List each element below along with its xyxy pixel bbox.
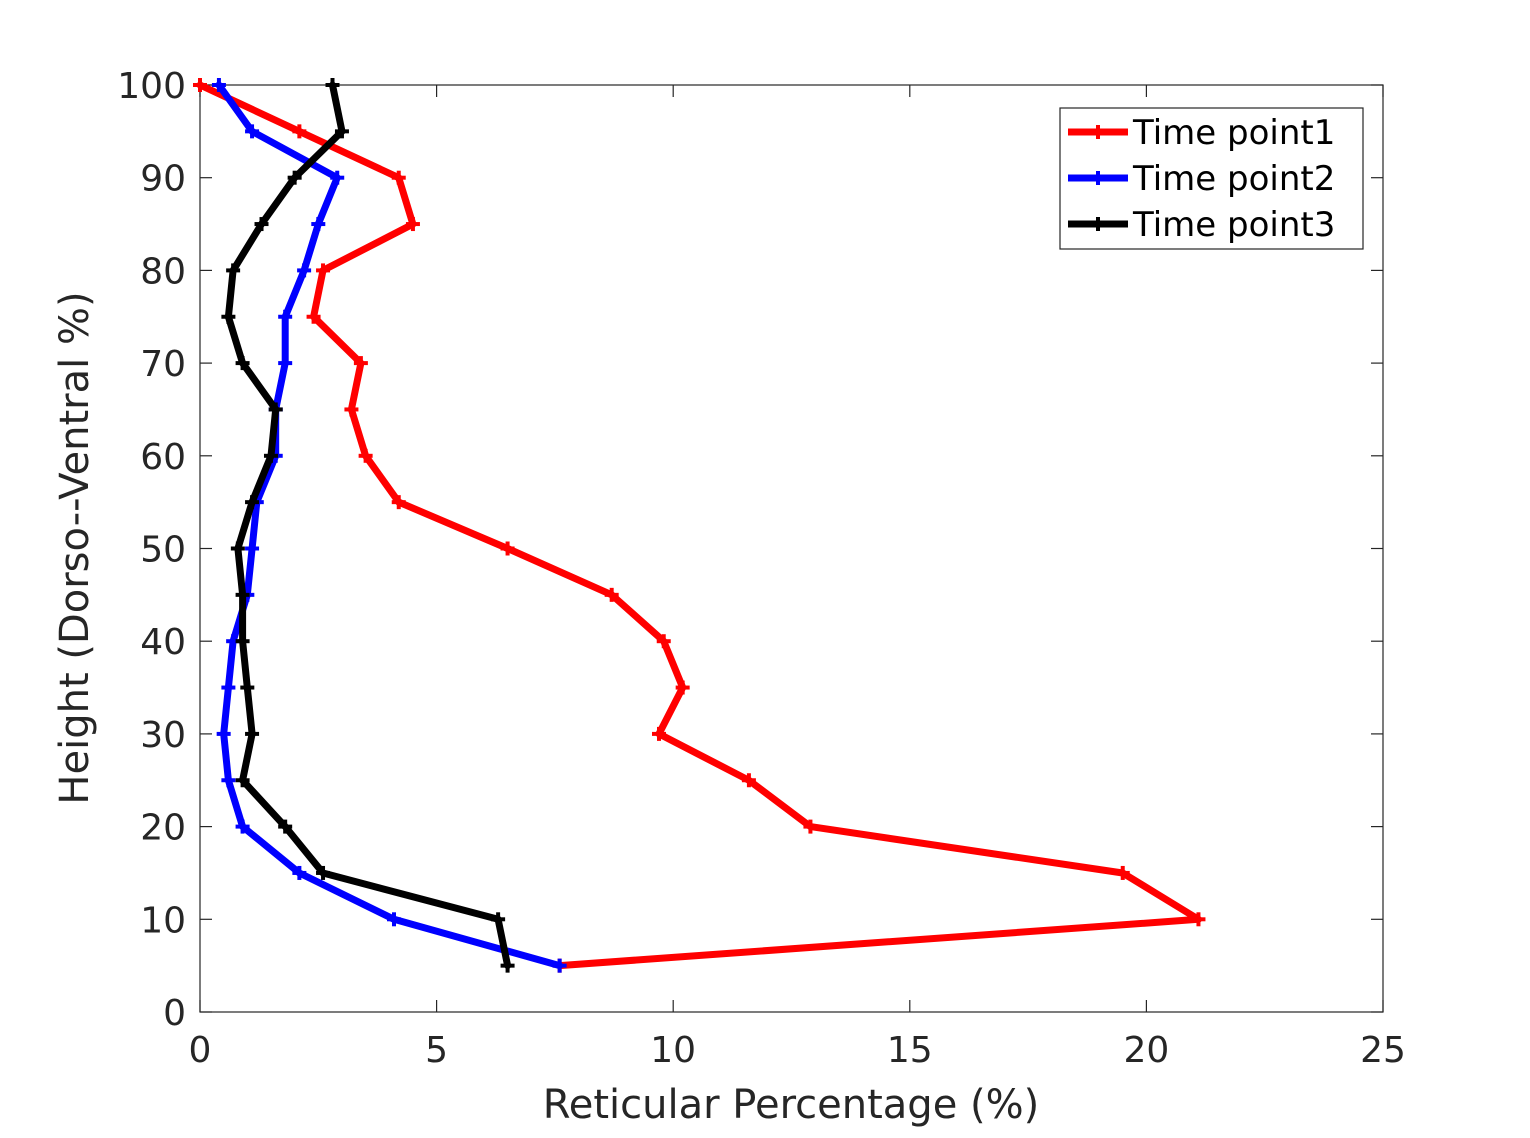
x-tick-label: 15 (887, 1030, 933, 1071)
series-time-point3 (221, 78, 515, 973)
x-tick-label: 5 (425, 1030, 448, 1071)
x-axis-title: Reticular Percentage (%) (543, 1082, 1039, 1128)
x-tick-label: 0 (189, 1030, 212, 1071)
x-tick-label: 10 (650, 1030, 696, 1071)
legend-label: Time point1 (1132, 113, 1335, 153)
y-tick-label: 60 (140, 437, 186, 478)
y-axis-title: Height (Dorso--Ventral %) (52, 291, 98, 804)
x-tick-label: 20 (1123, 1030, 1169, 1071)
y-tick-label: 100 (117, 66, 186, 107)
legend-label: Time point3 (1132, 205, 1335, 245)
y-tick-label: 40 (140, 622, 186, 663)
series-line-time-point1 (196, 81, 1202, 970)
legend-item: Time point2 (1068, 159, 1335, 199)
axis-ticks: 0 5 10 15 20 25 0 10 20 30 40 50 60 70 80 90 100 (117, 66, 1406, 1071)
series-time-point1 (193, 78, 1206, 973)
series-layer (193, 78, 1206, 973)
y-tick-label: 70 (140, 344, 186, 385)
legend-item: Time point1 (1068, 113, 1335, 153)
legend: Time point1 Time point2 Time point3 (1059, 107, 1364, 250)
y-tick-label: 90 (140, 159, 186, 200)
y-tick-label: 0 (163, 993, 186, 1034)
y-tick-label: 80 (140, 251, 186, 292)
y-tick-label: 20 (140, 808, 186, 849)
legend-label: Time point2 (1132, 159, 1335, 199)
series-line-time-point3 (224, 81, 512, 970)
x-tick-label: 25 (1360, 1030, 1406, 1071)
legend-item: Time point3 (1068, 205, 1335, 245)
y-tick-label: 10 (140, 900, 186, 941)
series-line-time-point2 (215, 81, 564, 970)
y-tick-label: 50 (140, 530, 186, 571)
y-tick-label: 30 (140, 715, 186, 756)
